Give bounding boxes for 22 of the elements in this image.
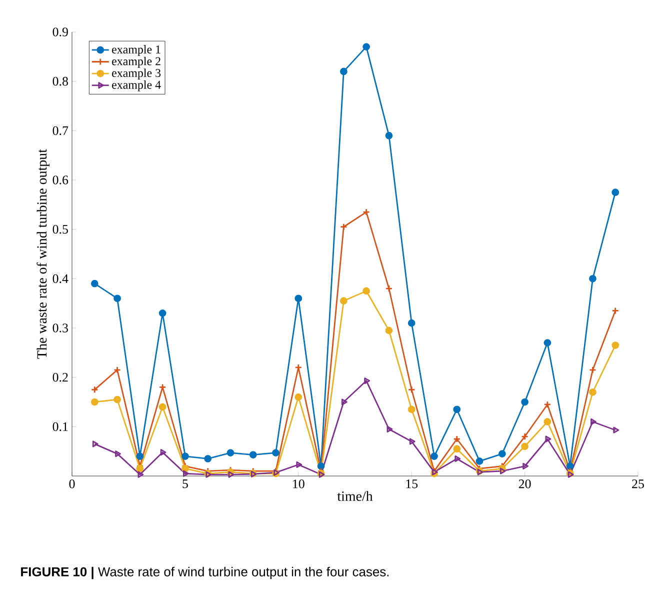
x-tick-label: 25 — [632, 480, 644, 488]
y-tick-label: 0.6 — [52, 176, 68, 184]
y-tick-label: 0.1 — [52, 422, 68, 432]
text: FIGURE 10 | Waste rate of wind turbine output in the four cases. — [21, 566, 389, 580]
y-tick-label: 0.2 — [52, 372, 68, 382]
y-tick-label: 0.4 — [52, 274, 68, 284]
y-tick-label: 0.3 — [52, 324, 68, 332]
y-tick-label: 0.5 — [52, 224, 68, 234]
legend-label: example 1 — [112, 45, 160, 56]
x-tick-label: 10 — [293, 480, 304, 488]
x-tick-label: 0 — [69, 480, 75, 488]
x-tick-label: 15 — [406, 480, 418, 488]
legend-label: example 2 — [112, 56, 160, 68]
y-tick-label: 0.7 — [52, 126, 68, 136]
x-tick-label: 5 — [182, 480, 188, 488]
y-tick-label: 0.9 — [52, 28, 68, 36]
legend-label: example 3 — [112, 68, 161, 80]
y-tick-label: 0.8 — [52, 76, 68, 86]
x-tick-label: 20 — [518, 480, 531, 488]
legend-label: example 4 — [112, 80, 161, 92]
x-axis-title: time/h — [337, 491, 373, 501]
y-axis-title: The waste rate of wind turbine output — [36, 149, 50, 359]
